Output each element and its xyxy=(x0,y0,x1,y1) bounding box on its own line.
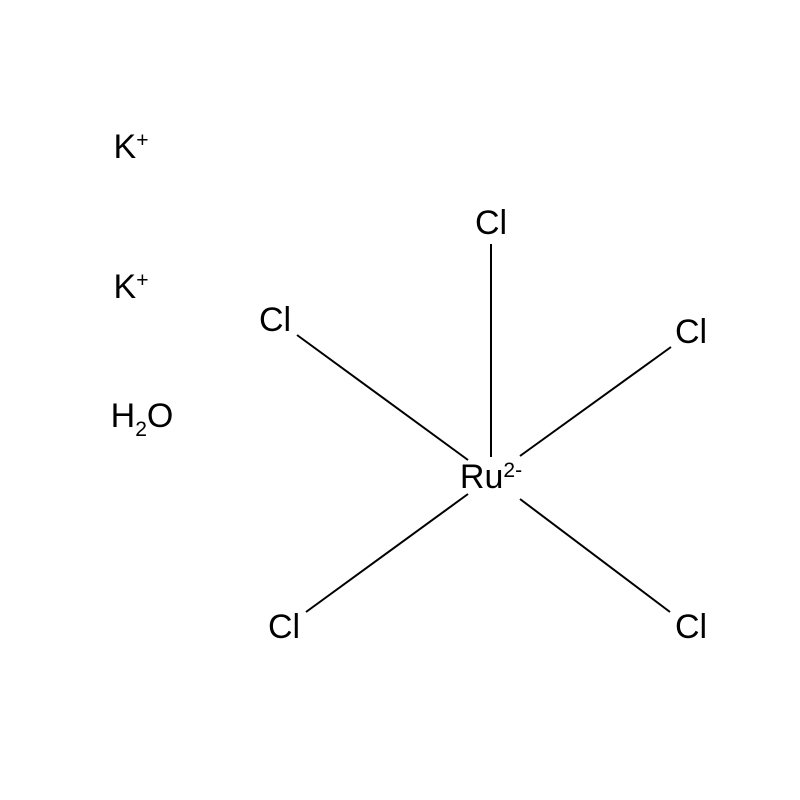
structure-canvas: Ru2- Cl Cl Cl Cl Cl K+ K+ H2O xyxy=(0,0,800,800)
solvent-h2o: H2O xyxy=(111,399,174,433)
atom-cl-upper-right: Cl xyxy=(675,315,707,349)
atom-ru-center: Ru2- xyxy=(460,460,522,494)
atom-cl-lower-right: Cl xyxy=(675,610,707,644)
k1-charge: + xyxy=(136,129,148,152)
k2-charge: + xyxy=(136,269,148,292)
counterion-k-1: K+ xyxy=(114,130,149,164)
bond-ru-cl-upper-left xyxy=(297,335,468,460)
k1-symbol: K xyxy=(114,128,137,166)
atom-cl-upper-left: Cl xyxy=(259,303,291,337)
bond-ru-cl-upper-right xyxy=(520,347,671,456)
counterion-k-2: K+ xyxy=(114,270,149,304)
atom-cl-lower-left: Cl xyxy=(268,610,300,644)
bond-ru-cl-lower-left xyxy=(306,494,468,612)
atom-cl-top: Cl xyxy=(475,206,507,240)
atom-ru-charge: 2- xyxy=(503,459,522,482)
atom-ru-symbol: Ru xyxy=(460,458,503,496)
bond-ru-cl-lower-right xyxy=(520,499,670,612)
k2-symbol: K xyxy=(114,268,137,306)
